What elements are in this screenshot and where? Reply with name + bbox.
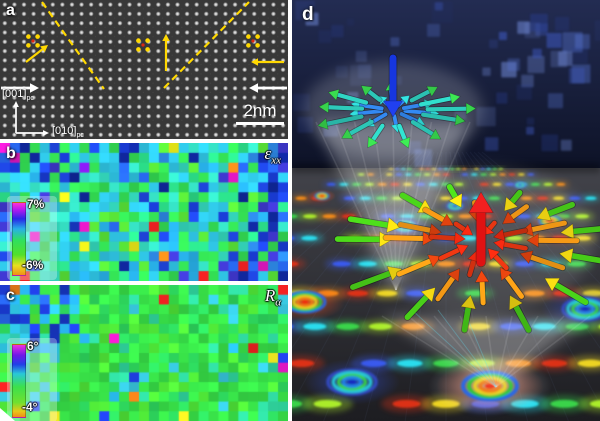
colorbar-c-gradient [12,344,26,418]
panel-c-label: c [6,287,15,304]
panel-a-stem-image: a [001]pc [010]pc 2nm [0,0,288,139]
colorbar-c: 6° -4° [7,338,57,421]
cutoff-arrow-fragment [0,408,15,421]
colorbar-c-min: -4° [22,400,38,414]
panel-c-rotation-map: c Rα 6° -4° [0,285,288,421]
panel-b-strain-map: b εxx 7% -6% [0,143,288,281]
polar-vortex-scene [292,0,600,421]
panel-d-3d-render: d [292,0,600,421]
colorbar-b-max: 7% [27,197,45,211]
panel-b-label: b [6,145,16,162]
scalebar-text: 2nm [243,101,277,120]
strain-map-symbol: εxx [264,144,281,167]
colorbar-b-gradient [12,202,26,276]
colorbar-c-max: 6° [27,339,39,353]
scalebar [236,122,284,125]
colorbar-b-min: -6% [22,258,44,272]
panel-d-label: d [302,4,314,25]
panel-a-label: a [6,2,15,19]
strain-heatmap-canvas [0,143,288,281]
rotation-map-symbol: Rα [264,286,281,309]
panel-a-annotations [1,1,287,136]
rotation-heatmap-canvas [0,285,288,421]
axis-label-010: [010]pc [52,125,84,139]
axis-label-001: [001]pc [2,88,34,103]
colorbar-b: 7% -6% [7,196,57,280]
